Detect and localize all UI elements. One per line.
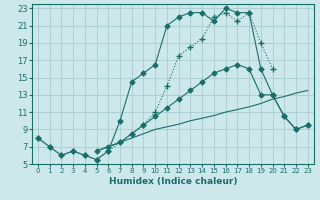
X-axis label: Humidex (Indice chaleur): Humidex (Indice chaleur) [108,177,237,186]
